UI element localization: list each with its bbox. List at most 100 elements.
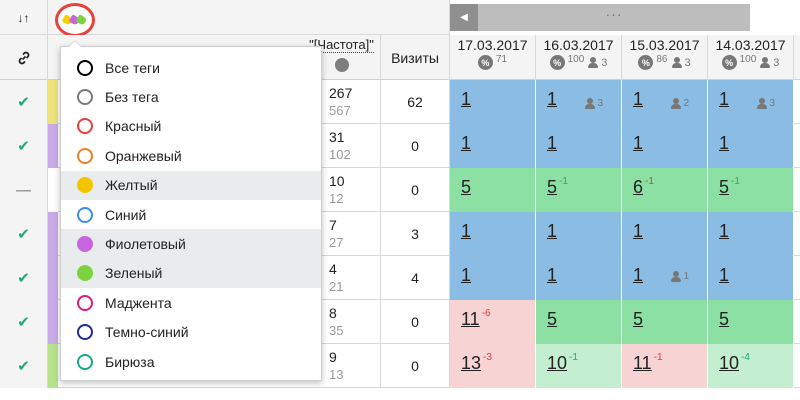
- position-cell[interactable]: 1: [708, 256, 794, 300]
- percent-icon: %: [477, 55, 493, 70]
- position-value[interactable]: 1: [547, 265, 558, 285]
- position-value[interactable]: 1: [547, 133, 558, 153]
- row-tag-stripe: [48, 344, 58, 388]
- position-cell[interactable]: 1: [622, 212, 708, 256]
- position-cell[interactable]: 6 -1: [622, 168, 708, 212]
- table-row: ✔ 267 567 62 1 1 3 1 2 1 3: [0, 80, 800, 124]
- frequency-exact: 7: [329, 217, 337, 233]
- tag-option[interactable]: Без тега: [61, 82, 321, 111]
- scroll-left-arrow[interactable]: ◀: [450, 4, 478, 31]
- position-cell[interactable]: 5 -1: [708, 168, 794, 212]
- position-value[interactable]: 1: [633, 133, 644, 153]
- position-value[interactable]: 1: [719, 221, 730, 241]
- position-value[interactable]: 1: [547, 89, 558, 109]
- tag-option[interactable]: Темно-синий: [61, 318, 321, 347]
- user-icon: [757, 98, 768, 109]
- visits-column-header[interactable]: Визиты: [381, 35, 450, 80]
- position-cell[interactable]: 1: [450, 212, 536, 256]
- tag-option[interactable]: Желтый: [61, 170, 321, 200]
- tag-option[interactable]: Красный: [61, 112, 321, 141]
- position-cell[interactable]: 5 -1: [536, 168, 622, 212]
- position-value[interactable]: 1: [633, 265, 644, 285]
- position-cell[interactable]: 1: [450, 256, 536, 300]
- position-value[interactable]: 5: [547, 177, 558, 197]
- position-value[interactable]: 1: [461, 221, 472, 241]
- tag-option[interactable]: Все теги: [61, 53, 321, 82]
- position-value[interactable]: 1: [547, 221, 558, 241]
- position-cell[interactable]: 1: [536, 212, 622, 256]
- position-value[interactable]: 1: [461, 133, 472, 153]
- position-value[interactable]: 11: [633, 353, 652, 373]
- row-check-icon[interactable]: ✔: [0, 212, 48, 256]
- tag-option[interactable]: Фиолетовый: [61, 229, 321, 259]
- position-cell[interactable]: 1: [708, 124, 794, 168]
- position-value[interactable]: 5: [461, 177, 472, 197]
- tag-filter-button[interactable]: [55, 3, 95, 37]
- frequency-cell: 10 12: [303, 168, 381, 212]
- position-value[interactable]: 5: [633, 309, 644, 329]
- position-cell[interactable]: 1: [536, 256, 622, 300]
- position-cell[interactable]: 1: [622, 124, 708, 168]
- position-cell[interactable]: 11 -6: [450, 300, 536, 344]
- position-value[interactable]: 10: [719, 353, 740, 373]
- row-check-icon[interactable]: ✔: [0, 80, 48, 124]
- date-column-header[interactable]: 16.03.2017% 100 3: [536, 35, 622, 80]
- date-column-header[interactable]: 15.03.2017% 86 3: [622, 35, 708, 80]
- date-column-header[interactable]: 17.03.2017% 71: [450, 35, 536, 80]
- scroll-thumb[interactable]: ···: [478, 4, 750, 31]
- position-value[interactable]: 1: [633, 89, 644, 109]
- row-check-icon[interactable]: ✔: [0, 300, 48, 344]
- position-value[interactable]: 5: [547, 309, 558, 329]
- row-check-icon[interactable]: ✔: [0, 256, 48, 300]
- row-check-icon[interactable]: —: [0, 168, 48, 212]
- position-cell[interactable]: 1: [450, 80, 536, 124]
- position-cell[interactable]: 1: [536, 124, 622, 168]
- horizontal-scrollbar[interactable]: ◀ ···: [450, 0, 800, 35]
- users-count: 2: [683, 98, 689, 109]
- position-cell[interactable]: 13 -3: [450, 344, 536, 388]
- frequency-column-header[interactable]: "[Частота]": [303, 35, 381, 80]
- tag-option[interactable]: Маджента: [61, 288, 321, 317]
- position-cell[interactable]: 10 -4: [708, 344, 794, 388]
- users-value: 3: [684, 56, 691, 69]
- position-cell[interactable]: 1: [450, 124, 536, 168]
- position-value[interactable]: 5: [719, 309, 730, 329]
- position-cell[interactable]: 5: [536, 300, 622, 344]
- row-check-icon[interactable]: ✔: [0, 124, 48, 168]
- position-cell[interactable]: 1: [708, 212, 794, 256]
- tag-option[interactable]: Оранжевый: [61, 141, 321, 170]
- position-value[interactable]: 10: [547, 353, 568, 373]
- tag-option[interactable]: Зеленый: [61, 258, 321, 289]
- sort-button[interactable]: ↓↑: [0, 0, 48, 35]
- position-value[interactable]: 6: [633, 177, 644, 197]
- users-value: 3: [773, 56, 780, 69]
- tag-option-label: Зеленый: [105, 265, 163, 282]
- position-cell[interactable]: 11 -1: [622, 344, 708, 388]
- position-cell[interactable]: 5: [450, 168, 536, 212]
- frequency-cell: 9 13: [303, 344, 381, 388]
- date-column-header[interactable]: 14.03.2017% 100 3: [708, 35, 794, 80]
- position-value[interactable]: 1: [461, 265, 472, 285]
- position-cell[interactable]: 5: [708, 300, 794, 344]
- position-value[interactable]: 1: [633, 221, 644, 241]
- row-check-icon[interactable]: ✔: [0, 344, 48, 388]
- position-value[interactable]: 1: [461, 89, 472, 109]
- position-cell[interactable]: 5: [622, 300, 708, 344]
- position-delta: -1: [645, 176, 654, 187]
- tag-option-label: Фиолетовый: [105, 236, 186, 253]
- position-value[interactable]: 11: [461, 309, 480, 329]
- position-value[interactable]: 5: [719, 177, 730, 197]
- position-cell[interactable]: 10 -1: [536, 344, 622, 388]
- position-value[interactable]: 1: [719, 89, 730, 109]
- tag-option[interactable]: Синий: [61, 200, 321, 229]
- position-value[interactable]: 1: [719, 265, 730, 285]
- position-users: 3: [756, 98, 775, 109]
- frequency-cell: 31 102: [303, 124, 381, 168]
- tag-option[interactable]: Бирюза: [61, 347, 321, 376]
- position-value[interactable]: 1: [719, 133, 730, 153]
- position-value[interactable]: 13: [461, 353, 482, 373]
